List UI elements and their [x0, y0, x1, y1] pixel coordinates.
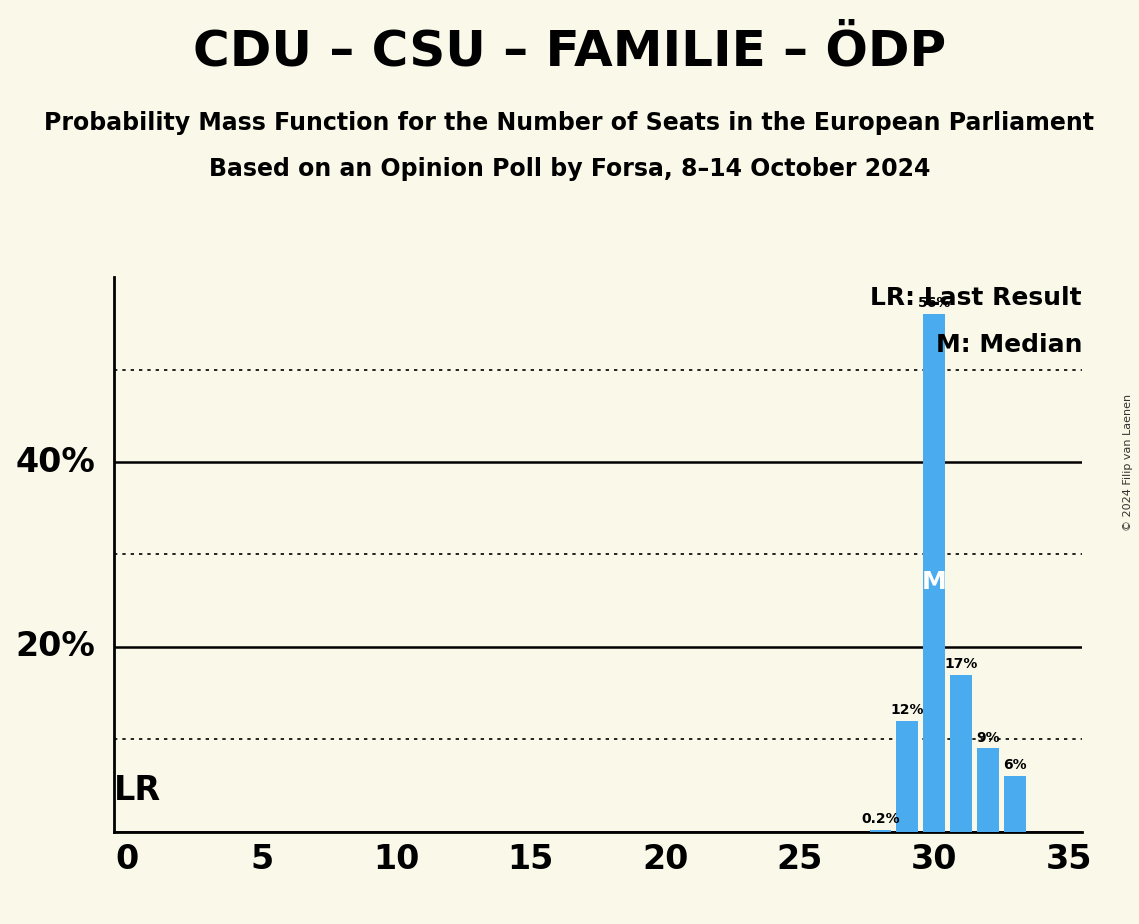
Text: 12%: 12% — [891, 703, 924, 717]
Text: LR: Last Result: LR: Last Result — [870, 286, 1082, 310]
Text: CDU – CSU – FAMILIE – ÖDP: CDU – CSU – FAMILIE – ÖDP — [192, 28, 947, 76]
Bar — [950, 675, 972, 832]
Bar — [924, 314, 945, 832]
Text: Probability Mass Function for the Number of Seats in the European Parliament: Probability Mass Function for the Number… — [44, 111, 1095, 135]
Text: M: Median: M: Median — [935, 333, 1082, 357]
Text: 9%: 9% — [976, 731, 1000, 745]
Text: 0.2%: 0.2% — [861, 812, 900, 826]
Text: 17%: 17% — [944, 657, 977, 671]
Text: © 2024 Filip van Laenen: © 2024 Filip van Laenen — [1123, 394, 1133, 530]
Bar — [977, 748, 999, 832]
Bar — [869, 830, 891, 832]
Text: 40%: 40% — [15, 445, 95, 479]
Text: LR: LR — [114, 773, 161, 807]
Text: 20%: 20% — [15, 630, 95, 663]
Text: 56%: 56% — [917, 297, 951, 310]
Text: 6%: 6% — [1003, 759, 1026, 772]
Text: Based on an Opinion Poll by Forsa, 8–14 October 2024: Based on an Opinion Poll by Forsa, 8–14 … — [208, 157, 931, 181]
Bar — [1005, 776, 1025, 832]
Bar — [896, 721, 918, 832]
Text: M: M — [921, 570, 947, 594]
